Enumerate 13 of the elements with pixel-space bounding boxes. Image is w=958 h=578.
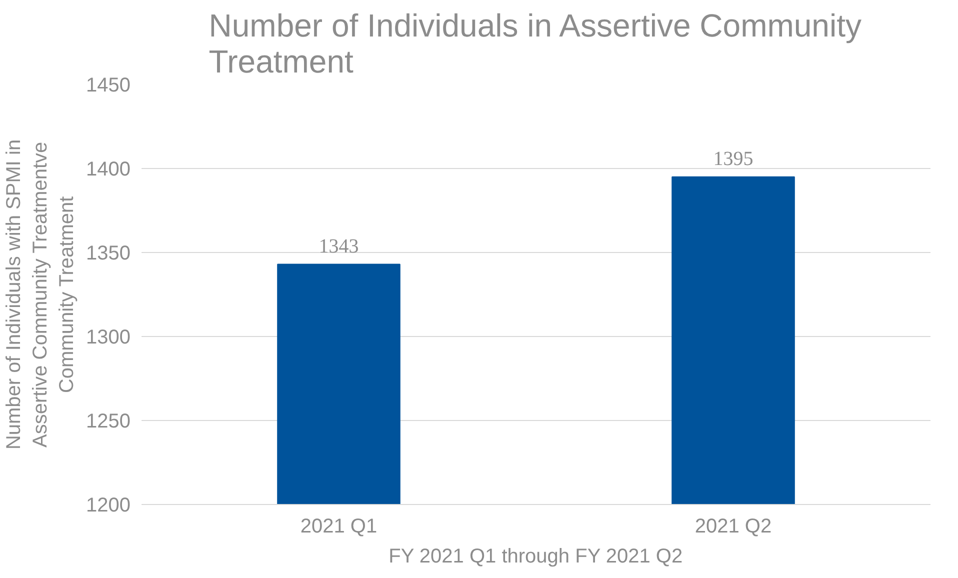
y-tick-label: 1450	[86, 74, 131, 96]
x-tick-label: 2021 Q2	[694, 516, 772, 538]
y-tick-label: 1400	[86, 158, 131, 180]
y-axis-title: Number of Individuals with SPMI in Assertive Community Treatmentve Community Treatment	[3, 139, 78, 450]
y-tick-label: 1200	[86, 494, 131, 516]
chart-title: Number of Individuals in Assertive Community Treatment	[208, 8, 862, 80]
y-tick-label: 1350	[86, 242, 131, 264]
data-label: 1395	[713, 148, 754, 170]
y-tick-label: 1250	[86, 410, 131, 432]
x-axis-title: FY 2021 Q1 through FY 2021 Q2	[388, 546, 683, 568]
x-tick-label: 2021 Q1	[300, 516, 378, 538]
data-label: 1343	[318, 235, 359, 258]
y-tick-label: 1300	[86, 326, 131, 348]
